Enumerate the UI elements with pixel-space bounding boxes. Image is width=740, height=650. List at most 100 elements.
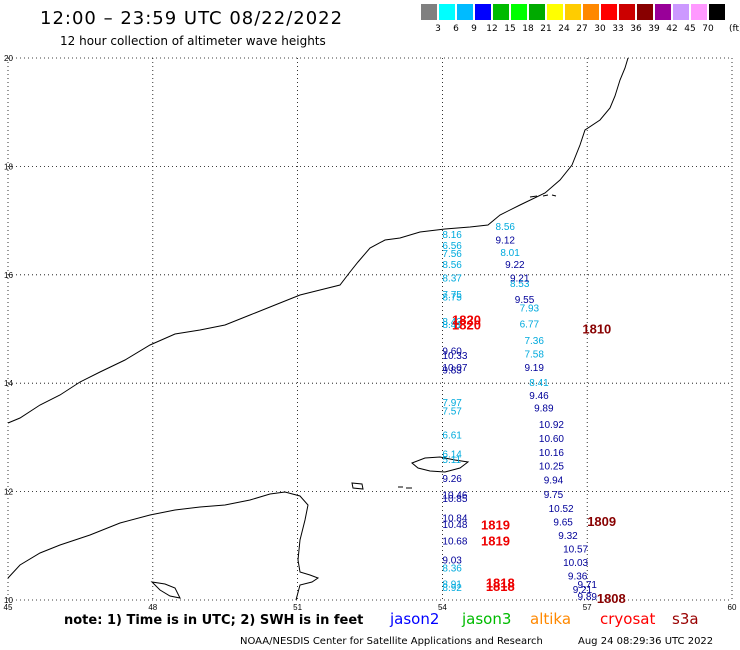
scale-swatch (673, 4, 689, 20)
x-tick-label: 54 (438, 603, 447, 612)
legend-jason3: jason3 (462, 610, 512, 628)
legend-altika: altika (530, 610, 572, 628)
jason3-swh-value: 7.36 (524, 336, 544, 347)
scale-swatch (475, 4, 491, 20)
scale-swatch (565, 4, 581, 20)
scale-label: 30 (594, 24, 606, 34)
y-tick-label: 14 (4, 379, 13, 388)
jason3-swh-value: 6.77 (520, 320, 540, 331)
scale-label: 36 (630, 24, 642, 34)
scale-swatch (511, 4, 527, 20)
jason3-swh-value: 7.75 (442, 290, 462, 301)
y-tick-label: 12 (4, 488, 13, 497)
s3a-times: 1810 1809 1808 (582, 322, 625, 606)
scale-swatch (709, 4, 725, 20)
scale-label: 24 (558, 24, 570, 34)
jason2-swh-value: 10.84 (442, 514, 467, 525)
scale-swatch (421, 4, 437, 20)
jason2-swh-value: 9.94 (544, 476, 564, 487)
cryosat-time-label: 1818 (486, 579, 515, 594)
x-tick-label: 57 (583, 603, 592, 612)
jason2-swh-value: 10.46 (442, 490, 467, 501)
coastline (7, 57, 629, 601)
jason2-swh-value: 9.26 (442, 474, 462, 485)
scale-label: 27 (576, 24, 588, 34)
jason2-swh-value: 9.55 (515, 295, 535, 306)
scale-label: 70 (702, 24, 714, 34)
scale-label: 6 (453, 24, 459, 34)
jason3-swh-value: 8.41 (529, 378, 549, 389)
socotra-island (411, 456, 470, 473)
y-tick-label: 16 (4, 271, 13, 280)
scale-swatch (601, 4, 617, 20)
jason2-swh-value: 10.60 (539, 434, 564, 445)
scale-label: 18 (522, 24, 534, 34)
scale-label: 33 (612, 24, 624, 34)
jason3-swh-value: 6.61 (442, 431, 462, 442)
units-note: note: 1) Time is in UTC; 2) SWH is in fe… (64, 613, 364, 628)
jason2-swh-value: 9.83 (442, 366, 462, 377)
jason3-swh-value: 6.56 (442, 241, 462, 252)
kuria-islets (529, 194, 557, 198)
jason2-swh-value: 9.36 (568, 572, 588, 583)
s3a-time-label: 1808 (597, 591, 626, 606)
jason2-swh-value: 10.48 (442, 520, 467, 531)
jason2-swh-value: 10.68 (442, 536, 467, 547)
jason2-track-a: 9.6010.3310.079.839.2610.4610.8510.8410.… (442, 347, 467, 567)
scale-unit: (ft) (729, 24, 740, 34)
scale-label: 21 (540, 24, 552, 34)
jason3-swh-value: 7.56 (442, 249, 462, 260)
scale-label: 9 (471, 24, 477, 34)
legend-s3a: s3a (672, 610, 699, 628)
scale-swatch (439, 4, 455, 20)
jason3-swh-value: 8.41 (442, 320, 462, 331)
y-tick-label: 18 (4, 162, 13, 171)
jason2-swh-value: 10.03 (563, 558, 588, 569)
arabia-coastline (7, 57, 629, 424)
s3a-time-label: 1809 (587, 514, 616, 529)
islet-1 (351, 482, 364, 490)
jason3-swh-value: 8.42 (442, 317, 462, 328)
jason3-swh-value: 8.75 (442, 292, 462, 303)
y-tick-label: 10 (4, 596, 13, 605)
jason2-swh-value: 9.89 (578, 592, 598, 603)
jason2-swh-value: 10.92 (539, 420, 564, 431)
jason2-swh-value: 10.85 (442, 494, 467, 505)
jason2-swh-value: 10.57 (563, 545, 588, 556)
legend-jason2: jason2 (390, 610, 440, 628)
jason2-swh-value: 10.16 (539, 448, 564, 459)
jason2-swh-value: 10.25 (539, 462, 564, 473)
jason3-swh-value: 7.58 (524, 349, 544, 360)
scale-swatch (493, 4, 509, 20)
scale-swatch (619, 4, 635, 20)
scale-swatch (547, 4, 563, 20)
jason3-track-b: 8.56 8.01 8.53 7.93 6.77 7.36 7.58 8.41 (495, 222, 549, 389)
x-tick-label: 51 (293, 603, 302, 612)
scale-swatch (457, 4, 473, 20)
scale-swatch (637, 4, 653, 20)
jason2-swh-value: 9.60 (442, 347, 462, 358)
jason2-swh-value: 10.33 (442, 351, 467, 362)
scale-swatch (529, 4, 545, 20)
map-grid (7, 57, 733, 601)
cryosat-time-label: 1819 (481, 518, 510, 533)
legend-cryosat: cryosat (600, 610, 656, 628)
jason3-swh-value: 7.57 (442, 406, 462, 417)
scale-label: 39 (648, 24, 660, 34)
cryosat-time-label: 1819 (481, 533, 510, 548)
jason3-swh-value: 5.11 (442, 455, 461, 466)
jason3-swh-value: 8.36 (442, 563, 462, 574)
jason3-swh-value: 8.37 (442, 274, 462, 285)
coast-fragment (150, 581, 181, 599)
jason2-swh-value: 9.03 (442, 555, 462, 566)
jason3-swh-value: 8.92 (442, 583, 462, 594)
s3a-time-label: 1810 (582, 322, 611, 337)
scale-swatch (655, 4, 671, 20)
jason2-swh-value: 9.22 (505, 260, 525, 271)
jason3-swh-value: 7.97 (442, 398, 462, 409)
cryosat-time-label: 1820 (452, 312, 481, 327)
jason2-swh-value: 10.07 (442, 363, 467, 374)
